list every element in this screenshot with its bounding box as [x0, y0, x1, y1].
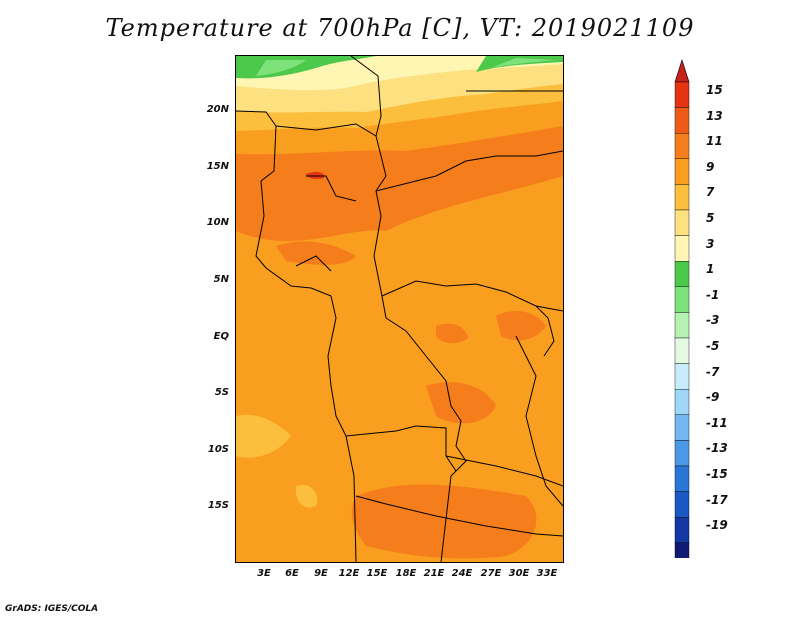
- colorbar-swatch: [674, 260, 690, 287]
- colorbar-swatch: [674, 158, 690, 185]
- lat-label-5n: 5N: [213, 274, 229, 285]
- border-line-4: [275, 123, 377, 137]
- lat-label-5s: 5S: [214, 387, 229, 398]
- field-7-patch-west: [236, 414, 291, 458]
- field-11-patch-east: [496, 311, 546, 341]
- colorbar-top-arrow: [674, 59, 690, 83]
- colorbar-swatch: [674, 81, 690, 108]
- border-line-12: [295, 255, 332, 272]
- colorbar-swatch: [674, 363, 690, 390]
- colorbar-swatch: [674, 440, 690, 467]
- lon-label-15e: 15E: [366, 568, 388, 579]
- colorbar-label: -1: [706, 287, 720, 302]
- temperature-map: [235, 55, 564, 563]
- field-11-patch-b: [426, 382, 496, 424]
- lon-label-33e: 33E: [536, 568, 558, 579]
- field-7-patch-sw: [295, 484, 318, 508]
- lat-label-20n: 20N: [206, 104, 229, 115]
- colorbar-label: 3: [706, 236, 715, 251]
- lon-label-6e: 6E: [285, 568, 299, 579]
- colorbar-label: -19: [706, 518, 728, 533]
- lon-label-12e: 12E: [338, 568, 360, 579]
- colorbar-label: -15: [706, 467, 728, 481]
- lon-label-21e: 21E: [423, 568, 445, 579]
- border-line-11: [306, 175, 357, 202]
- colorbar-swatch: [674, 337, 690, 364]
- lat-label-15s: 15S: [207, 500, 229, 511]
- border-line-10: [355, 495, 563, 537]
- border-line-1: [350, 56, 387, 319]
- field-11-patch-south: [351, 484, 537, 559]
- colorbar-swatch: [674, 491, 690, 518]
- colorbar-label: -9: [706, 390, 720, 405]
- colorbar-swatch: [674, 286, 690, 313]
- map-field: [236, 56, 563, 562]
- colorbar-label: -11: [706, 415, 728, 430]
- lon-label-30e: 30E: [508, 568, 530, 579]
- colorbar-swatch: [674, 389, 690, 416]
- field-minus1-patch: [256, 60, 306, 76]
- colorbar-label: -13: [706, 441, 728, 456]
- border-line-8: [515, 335, 563, 507]
- colorbar-label: -17: [706, 492, 728, 507]
- colorbar-label: -5: [706, 339, 720, 353]
- colorbar-label: 7: [706, 185, 715, 200]
- lake-line: [535, 305, 555, 357]
- map-title: Temperature at 700hPa [C], VT: 201902110…: [105, 14, 695, 42]
- credit-text: GrADS: IGES/COLA: [5, 604, 99, 614]
- colorbar: [674, 59, 690, 558]
- coastline: [236, 110, 357, 562]
- lon-label-24e: 24E: [451, 568, 473, 579]
- field-11-patch-c: [436, 323, 468, 344]
- colorbar-swatch: [674, 542, 690, 558]
- lon-label-18e: 18E: [395, 568, 417, 579]
- colorbar-swatch: [674, 312, 690, 339]
- colorbar-swatch: [674, 132, 690, 159]
- colorbar-label: 1: [706, 262, 715, 277]
- colorbar-label: -7: [706, 364, 720, 379]
- lon-label-27e: 27E: [480, 568, 502, 579]
- colorbar-swatch: [674, 414, 690, 441]
- lat-label-eq: EQ: [213, 331, 229, 342]
- colorbar-swatch: [674, 209, 690, 236]
- colorbar-label: 5: [706, 211, 715, 225]
- lat-label-10s: 10S: [207, 444, 229, 455]
- colorbar-label: 13: [706, 108, 723, 123]
- border-line-9: [445, 455, 563, 487]
- colorbar-label: 15: [706, 83, 723, 97]
- lat-label-15n: 15N: [206, 161, 229, 172]
- lon-label-9e: 9E: [314, 568, 328, 579]
- field-11-patch-a: [276, 241, 356, 265]
- border-line-2: [375, 150, 563, 192]
- border-line-6: [385, 317, 467, 562]
- field-13-patch: [306, 171, 325, 179]
- colorbar-swatch: [674, 517, 690, 544]
- lat-label-10n: 10N: [206, 217, 229, 228]
- field-minus1-patch-east: [491, 58, 556, 68]
- colorbar-swatch: [674, 235, 690, 262]
- colorbar-swatch: [674, 465, 690, 492]
- colorbar-label: 9: [706, 159, 715, 174]
- colorbar-swatch: [674, 107, 690, 134]
- border-line-7: [345, 425, 457, 472]
- colorbar-label: -3: [706, 313, 720, 328]
- colorbar-label: 11: [706, 134, 723, 149]
- lon-label-3e: 3E: [257, 568, 271, 579]
- colorbar-swatch: [674, 184, 690, 211]
